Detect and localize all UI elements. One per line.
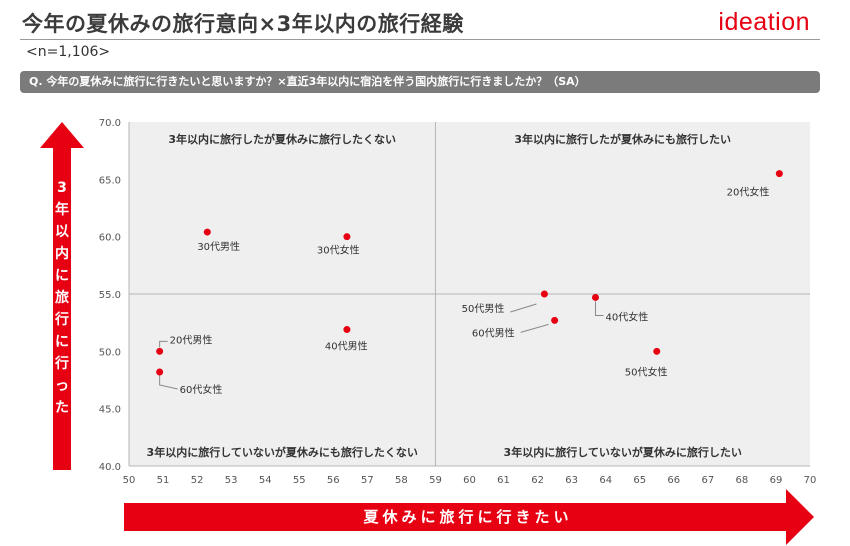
y-axis-label-char: た <box>55 400 69 416</box>
data-label: 20代男性 <box>170 333 213 346</box>
label-leader-line <box>159 374 178 390</box>
x-tick-label: 65 <box>633 475 646 486</box>
data-point <box>540 290 548 298</box>
x-tick-label: 54 <box>259 475 272 486</box>
x-axis-label: 夏休みに旅行に行きたい <box>362 508 572 526</box>
y-axis-label-char: 行 <box>54 311 69 328</box>
y-tick-label: 55.0 <box>99 290 121 301</box>
quadrant-label-bottom-left: 3年以内に旅行していないが夏休みにも旅行したくない <box>147 445 418 459</box>
data-point <box>343 326 351 334</box>
x-tick-label: 50 <box>123 475 136 486</box>
data-label: 50代女性 <box>625 365 668 378</box>
y-axis-label-char: 旅 <box>55 289 69 306</box>
ideation-logo: ideation <box>718 8 810 36</box>
y-axis-label-char: っ <box>55 378 69 394</box>
data-label: 20代女性 <box>727 186 770 199</box>
data-point <box>775 170 783 178</box>
data-label: 60代女性 <box>180 383 223 396</box>
x-tick-label: 57 <box>361 475 374 486</box>
x-tick-label: 56 <box>327 475 340 486</box>
y-axis-label-char: 以 <box>55 224 69 240</box>
y-axis-label-char: 年 <box>55 201 69 218</box>
question-banner: Q. 今年の夏休みに旅行に行きたいと思いますか？×直近3年以内に宿泊を伴う国内旅… <box>20 71 820 93</box>
y-tick-label: 50.0 <box>99 347 121 358</box>
data-point <box>591 293 599 301</box>
label-leader-line <box>520 323 549 333</box>
x-tick-label: 66 <box>667 475 680 486</box>
x-tick-label: 69 <box>770 475 783 486</box>
x-tick-label: 55 <box>293 475 306 486</box>
data-label: 60代男性 <box>472 326 515 339</box>
data-point <box>156 347 164 355</box>
x-tick-label: 60 <box>463 475 476 486</box>
y-tick-label: 70.0 <box>99 118 121 129</box>
x-tick-label: 52 <box>191 475 204 486</box>
data-label: 30代女性 <box>317 244 360 257</box>
y-axis-label-char: 内 <box>55 245 69 262</box>
y-axis-label-char: 行 <box>54 355 69 372</box>
y-axis-label-char: に <box>55 268 69 284</box>
page-title: 今年の夏休みの旅行意向×3年以内の旅行経験 <box>22 12 464 36</box>
quadrant-label-bottom-right: 3年以内に旅行していないが夏休みに旅行したい <box>504 445 742 459</box>
y-axis-label-char: に <box>55 334 69 350</box>
data-point <box>203 228 211 236</box>
data-point <box>551 316 559 324</box>
y-tick-label: 60.0 <box>99 233 121 244</box>
x-tick-label: 61 <box>497 475 510 486</box>
quadrant-label-top-right: 3年以内に旅行したが夏休みにも旅行したい <box>514 132 731 146</box>
data-point <box>653 347 661 355</box>
x-tick-label: 68 <box>736 475 749 486</box>
title-divider <box>20 39 820 40</box>
x-tick-label: 64 <box>599 475 612 486</box>
x-tick-label: 59 <box>429 475 442 486</box>
data-label: 50代男性 <box>462 302 505 315</box>
label-leader-line <box>510 303 537 313</box>
label-leader-line <box>159 340 168 348</box>
y-tick-label: 40.0 <box>99 462 121 473</box>
x-tick-label: 62 <box>531 475 544 486</box>
data-label: 30代男性 <box>197 240 240 253</box>
data-point <box>156 368 164 376</box>
data-label: 40代女性 <box>605 310 648 323</box>
data-label: 40代男性 <box>325 340 368 353</box>
x-tick-label: 51 <box>157 475 170 486</box>
quadrant-label-top-left: 3年以内に旅行したが夏休みに旅行したくない <box>168 132 396 146</box>
x-tick-label: 58 <box>395 475 408 486</box>
data-point <box>343 233 351 241</box>
y-tick-label: 45.0 <box>99 405 121 416</box>
x-tick-label: 53 <box>225 475 238 486</box>
y-axis-label-char: 3 <box>57 180 67 196</box>
x-tick-label: 70 <box>804 475 817 486</box>
label-leader-line <box>594 301 604 316</box>
x-tick-label: 67 <box>701 475 714 486</box>
x-axis-arrow <box>124 489 814 545</box>
x-tick-label: 63 <box>565 475 578 486</box>
sample-size: <n=1,106> <box>26 44 111 60</box>
y-tick-label: 65.0 <box>99 175 121 186</box>
y-axis-arrow <box>40 122 84 470</box>
